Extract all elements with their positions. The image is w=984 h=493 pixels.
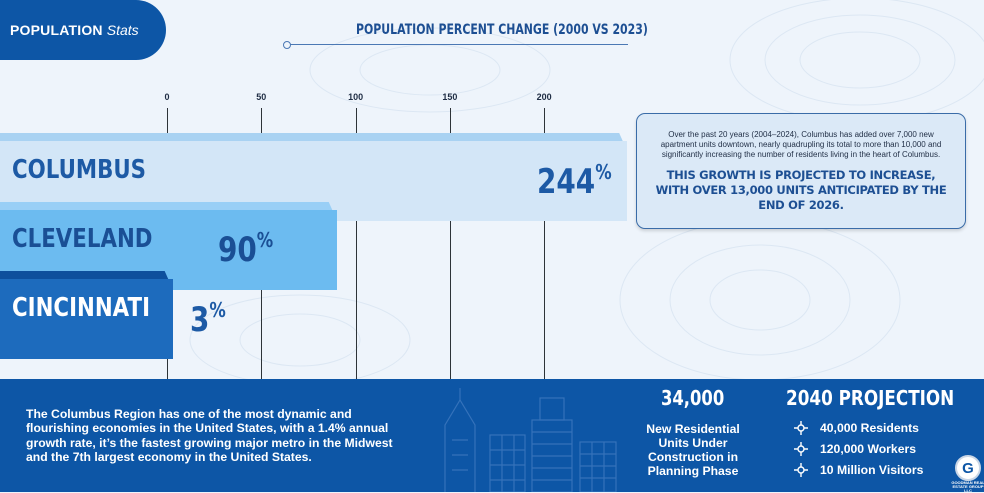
crosshair-icon bbox=[794, 463, 808, 477]
gridline bbox=[355, 108, 357, 383]
gridline bbox=[544, 108, 546, 383]
title-underline bbox=[286, 44, 628, 45]
bar-top-edge bbox=[0, 271, 169, 280]
value-label: 90% bbox=[218, 228, 274, 270]
info-body-text: Over the past 20 years (2004–2024), Colu… bbox=[660, 130, 942, 159]
company-logo: G bbox=[955, 455, 981, 481]
x-tick-label: 50 bbox=[256, 92, 267, 102]
bar-cincinnati bbox=[0, 279, 173, 359]
badge-italic-text: Stats bbox=[106, 22, 139, 38]
category-label: CLEVELAND bbox=[12, 224, 153, 254]
region-description: The Columbus Region has one of the most … bbox=[26, 407, 393, 465]
category-label: COLUMBUS bbox=[12, 155, 147, 185]
units-number: 34,000 bbox=[660, 386, 725, 410]
title-underline-dot bbox=[283, 41, 291, 49]
projection-item-text: 40,000 Residents bbox=[820, 421, 919, 435]
value-label: 3% bbox=[190, 298, 226, 340]
x-tick-label: 100 bbox=[348, 92, 364, 102]
bar-top-edge bbox=[0, 202, 333, 211]
x-tick-label: 0 bbox=[164, 92, 170, 102]
projection-item: 10 Million Visitors bbox=[794, 462, 923, 478]
crosshair-icon bbox=[794, 421, 808, 435]
population-stats-badge: POPULATION Stats bbox=[0, 0, 166, 60]
crosshair-icon bbox=[794, 442, 808, 456]
units-description: New Residential Units Under Construction… bbox=[646, 422, 740, 479]
category-label: CINCINNATI bbox=[12, 293, 151, 323]
info-box: Over the past 20 years (2004–2024), Colu… bbox=[636, 113, 966, 229]
gridline bbox=[449, 108, 451, 383]
company-logo-text: GOODMAN REAL ESTATE GROUP LLC bbox=[951, 480, 984, 493]
projection-item: 120,000 Workers bbox=[794, 441, 916, 457]
info-highlight-text: THIS GROWTH IS PROJECTED TO INCREASE, WI… bbox=[655, 168, 947, 212]
x-tick-label: 200 bbox=[536, 92, 552, 102]
chart-title: POPULATION PERCENT CHANGE (2000 VS 2023) bbox=[356, 22, 648, 38]
bar-top-edge bbox=[0, 133, 623, 142]
badge-bold-text: POPULATION bbox=[10, 22, 103, 38]
projection-title: 2040 PROJECTION bbox=[786, 386, 955, 410]
projection-item-text: 10 Million Visitors bbox=[820, 463, 924, 477]
projection-item-text: 120,000 Workers bbox=[820, 442, 916, 456]
city-skyline-illustration bbox=[444, 388, 617, 492]
x-tick-label: 150 bbox=[442, 92, 458, 102]
projection-item: 40,000 Residents bbox=[794, 420, 919, 436]
value-label: 244% bbox=[537, 160, 612, 202]
